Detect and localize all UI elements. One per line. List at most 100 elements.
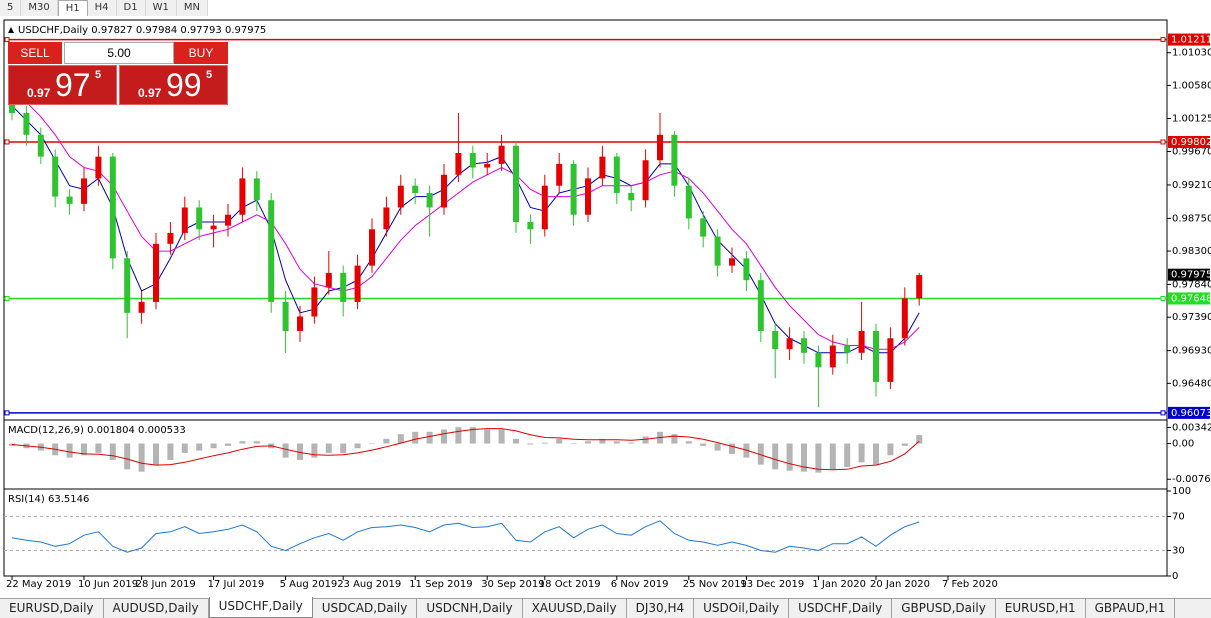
y-tick-label: 0.96930 [1172, 346, 1211, 357]
symbol-arrow [8, 27, 14, 33]
y-tick-label: 100 [1172, 486, 1191, 497]
candle-body [757, 280, 764, 331]
timeframe-button[interactable]: H4 [88, 0, 117, 16]
macd-bar [729, 443, 735, 454]
indicator-value: 0.97984 [136, 25, 177, 36]
macd-bar [700, 443, 707, 446]
y-tick-label: 0.99670 [1172, 147, 1211, 158]
macd-bar [585, 441, 591, 444]
macd-bar [786, 443, 793, 471]
macd-bar [397, 434, 404, 444]
macd-bar [66, 443, 73, 458]
level-handle [4, 139, 10, 145]
candle-body [23, 113, 30, 135]
macd-bar [685, 441, 692, 444]
y-tick-label: 70 [1172, 512, 1185, 523]
timeframe-button[interactable]: D1 [117, 0, 146, 16]
level-handle [1160, 295, 1166, 301]
x-tick-label: 22 May 2019 [6, 579, 71, 590]
timeframe-button[interactable]: W1 [146, 0, 177, 16]
candle-body [397, 185, 404, 208]
chart-tab[interactable]: USDOil,Daily [694, 599, 790, 618]
macd-bar [844, 443, 851, 467]
timeframe-button[interactable]: MN [177, 0, 208, 16]
candle-body [556, 163, 563, 186]
macd-bar [772, 443, 779, 470]
macd-bar [887, 443, 894, 456]
buy-button[interactable]: BUY [174, 42, 228, 64]
chart-tab[interactable]: AUDUSD,Daily [104, 599, 209, 618]
y-tick-label: 0 [1172, 571, 1178, 582]
macd-bar [484, 429, 491, 444]
candle-body [383, 207, 390, 230]
sell-button[interactable]: SELL [8, 42, 62, 64]
timeframe-button[interactable]: M30 [21, 0, 58, 16]
indicator-header: RSI(14) 63.5146 [8, 494, 89, 505]
level-label-bg [1168, 406, 1210, 419]
macd-bar [81, 443, 87, 456]
x-tick-label: 23 Aug 2019 [337, 579, 401, 590]
level-label: 0.97648 [1171, 293, 1211, 304]
lot-input[interactable]: 5.00 [64, 42, 174, 64]
candle-body [9, 102, 15, 114]
chart-tab[interactable]: USDCHF,Daily [208, 597, 313, 618]
candle-body [469, 152, 476, 168]
macd-bar [498, 429, 505, 444]
candle-body [138, 301, 145, 313]
candle-body [412, 185, 419, 193]
candle-body [52, 156, 59, 197]
timeframe-button[interactable]: H1 [57, 0, 88, 16]
macd-bar [340, 443, 347, 453]
candle-body [513, 145, 519, 223]
macd-bar [239, 441, 246, 444]
chart-tab[interactable]: EURUSD,Daily [0, 599, 104, 618]
macd-bar [628, 442, 635, 444]
candle-body [340, 272, 347, 302]
candle-body [167, 232, 174, 244]
candle-body [426, 192, 433, 208]
chart-tab[interactable]: USDCNH,Daily [417, 599, 523, 618]
candle-body [484, 163, 491, 168]
level-label: 0.96073 [1171, 408, 1211, 419]
level-label-bg [1168, 292, 1210, 305]
candle-body [253, 178, 260, 201]
chart-tab[interactable]: EURUSD,H1 [996, 599, 1086, 618]
level-label-bg [1168, 33, 1210, 46]
level-handle [4, 295, 10, 301]
indicator-value: 0.97827 [91, 25, 132, 36]
candle-body [541, 185, 548, 230]
candle-body [585, 178, 591, 215]
x-tick-label: 17 Jul 2019 [208, 579, 265, 590]
macd-bar [253, 441, 260, 444]
timeframe-button[interactable]: 5 [0, 0, 22, 16]
macd-bar [801, 443, 807, 472]
candle-body [527, 222, 534, 230]
level-handle [4, 37, 10, 43]
chart-tab[interactable]: GBPUSD,Daily [892, 599, 996, 618]
candle-body [181, 207, 188, 233]
level-handle [4, 410, 10, 416]
macd-bar [354, 443, 361, 449]
chart-tab[interactable]: DJ30,H4 [627, 599, 695, 618]
buy-price[interactable]: 0.97 99 5 [119, 65, 228, 105]
macd-bar [225, 443, 231, 446]
chart-tab[interactable]: GBPAUD,H1 [1086, 599, 1176, 618]
candle-body [210, 225, 217, 230]
y-tick-label: 0.97840 [1172, 279, 1211, 290]
macd-bar [455, 427, 462, 444]
x-tick-label: 11 Sep 2019 [409, 579, 472, 590]
chart-tab[interactable]: XAUUSD,Daily [523, 599, 627, 618]
chart-tab[interactable]: USDCHF,Daily [789, 599, 893, 618]
macd-bar [829, 443, 836, 470]
chart-tab[interactable]: USDCAD,Daily [313, 599, 418, 618]
x-tick-label: 20 Jan 2020 [870, 579, 930, 590]
x-tick-label: 10 Jun 2019 [78, 579, 138, 590]
candle-body [858, 330, 865, 353]
macd-bar [369, 443, 375, 445]
candle-body [455, 152, 462, 175]
indicator-title: MACD(12,26,9) [8, 425, 84, 436]
price-pips: 97 [55, 67, 91, 103]
sell-price[interactable]: 0.97 97 5 [8, 65, 117, 105]
macd-bar [858, 443, 865, 463]
